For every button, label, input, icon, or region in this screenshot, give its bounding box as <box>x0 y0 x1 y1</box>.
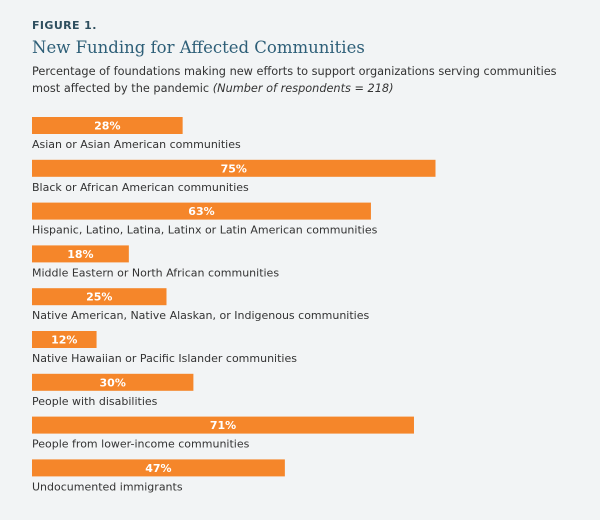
category-label: People with disabilities <box>32 395 158 408</box>
bar-value-label: 63% <box>188 205 214 218</box>
bar <box>32 416 414 434</box>
bar-value-label: 71% <box>210 419 236 432</box>
bar <box>32 117 183 134</box>
bar <box>32 331 97 348</box>
subtitle-text: Percentage of foundations making new eff… <box>32 65 557 95</box>
bar <box>32 159 436 177</box>
category-label: Native Hawaiian or Pacific Islander comm… <box>32 352 297 365</box>
bar <box>32 202 371 220</box>
chart-subtitle: Percentage of foundations making new eff… <box>32 63 577 97</box>
subtitle-respondents-note: (Number of respondents = 218) <box>212 82 394 95</box>
bar <box>32 245 129 263</box>
bar-value-label: 18% <box>67 248 93 261</box>
category-label: Middle Eastern or North African communit… <box>32 266 279 279</box>
category-label: Undocumented immigrants <box>32 480 183 493</box>
bar-value-label: 28% <box>94 120 120 133</box>
category-label: Asian or Asian American communities <box>32 138 241 151</box>
bar-value-label: 12% <box>51 334 77 347</box>
bar <box>32 373 194 391</box>
category-label: Black or African American communities <box>32 181 249 194</box>
figure-label: FIGURE 1. <box>32 19 97 32</box>
bar <box>32 288 167 306</box>
chart-title: New Funding for Affected Communities <box>32 38 365 57</box>
category-label: Native American, Native Alaskan, or Indi… <box>32 309 369 322</box>
category-label: People from lower-income communities <box>32 438 250 451</box>
bar-value-label: 47% <box>145 462 171 475</box>
bar-value-label: 30% <box>100 376 126 389</box>
category-label: Hispanic, Latino, Latina, Latinx or Lati… <box>32 224 378 237</box>
bar-value-label: 75% <box>221 162 247 175</box>
bar-value-label: 25% <box>86 291 112 304</box>
bar <box>32 459 285 477</box>
